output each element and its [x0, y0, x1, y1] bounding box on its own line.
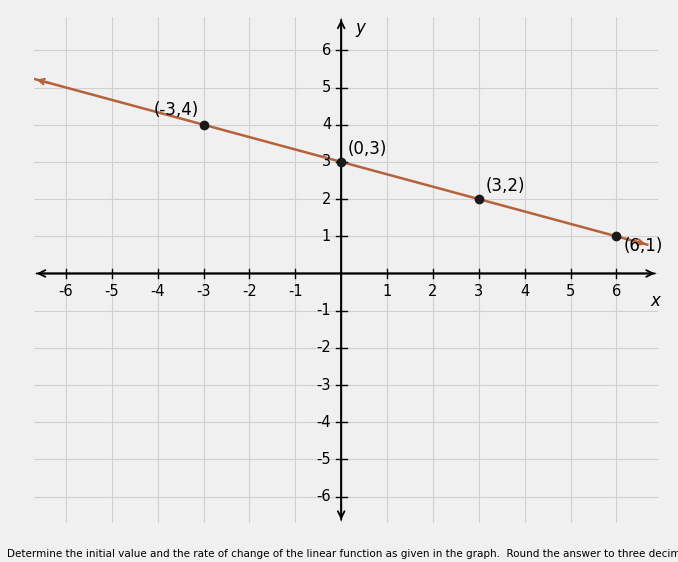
Text: (0,3): (0,3)	[348, 140, 387, 158]
Text: (6,1): (6,1)	[623, 237, 662, 255]
Text: -3: -3	[317, 378, 331, 392]
Text: y: y	[355, 19, 365, 37]
Text: -6: -6	[317, 489, 331, 504]
Text: 5: 5	[566, 284, 575, 299]
Text: -2: -2	[242, 284, 257, 299]
Text: (3,2): (3,2)	[485, 178, 525, 196]
Text: 2: 2	[322, 192, 331, 207]
Text: -5: -5	[104, 284, 119, 299]
Text: x: x	[650, 292, 660, 310]
Text: -4: -4	[317, 415, 331, 430]
Text: Determine the initial value and the rate of change of the linear function as giv: Determine the initial value and the rate…	[7, 549, 678, 559]
Text: -2: -2	[317, 341, 331, 355]
Text: 3: 3	[322, 155, 331, 169]
Text: 5: 5	[322, 80, 331, 95]
Text: (-3,4): (-3,4)	[154, 101, 199, 119]
Text: 3: 3	[474, 284, 483, 299]
Text: 1: 1	[382, 284, 392, 299]
Text: 2: 2	[428, 284, 437, 299]
Text: 6: 6	[612, 284, 621, 299]
Text: 4: 4	[322, 117, 331, 132]
Text: 6: 6	[322, 43, 331, 58]
Text: -6: -6	[59, 284, 73, 299]
Text: -5: -5	[317, 452, 331, 467]
Text: -1: -1	[317, 303, 331, 318]
Text: 4: 4	[520, 284, 530, 299]
Text: -4: -4	[151, 284, 165, 299]
Text: 1: 1	[322, 229, 331, 244]
Text: -1: -1	[288, 284, 302, 299]
Text: -3: -3	[197, 284, 211, 299]
